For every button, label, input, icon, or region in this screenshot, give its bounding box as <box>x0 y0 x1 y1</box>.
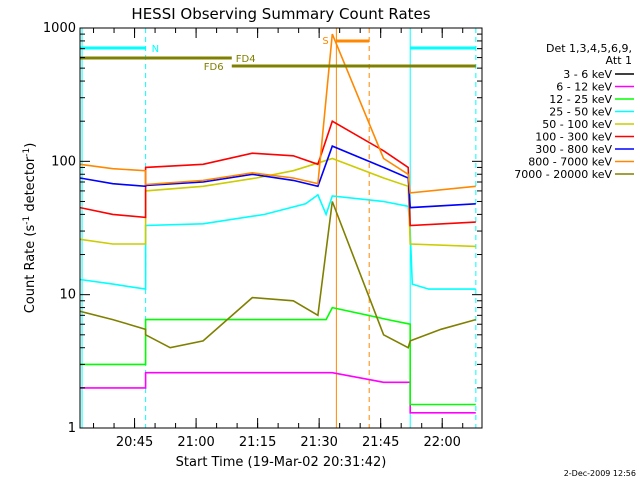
legend-label-3: 25 - 50 keV <box>549 106 612 119</box>
x-tick-label-5: 22:00 <box>423 435 460 450</box>
y-tick-label-2: 100 <box>51 154 76 169</box>
flag-bars: N FD4 FD6 S <box>80 36 476 73</box>
legend-title-0: Det 1,3,4,5,6,9, <box>546 42 632 55</box>
x-tick-label-1: 21:00 <box>177 435 214 450</box>
flag-label-s: S <box>322 36 328 47</box>
y-tick-label-0: 1 <box>68 421 76 436</box>
y-axis-label: Count Rate (s-1 detector-1) <box>22 143 38 314</box>
flag-label-fd6: FD6 <box>204 62 224 73</box>
x-axis: 20:45 21:00 21:15 21:30 21:45 22:00 <box>93 28 464 450</box>
y-axis-label-mid: detector <box>23 156 38 216</box>
flag-label-n: N <box>152 44 159 55</box>
legend-label-6: 300 - 800 keV <box>535 143 612 156</box>
legend-label-2: 12 - 25 keV <box>549 93 612 106</box>
legend-label-1: 6 - 12 keV <box>556 81 612 94</box>
footer-date: 2-Dec-2009 12:56 <box>564 469 636 478</box>
y-axis-label-main: Count Rate (s <box>23 225 38 314</box>
legend-label-4: 50 - 100 keV <box>542 118 612 131</box>
series-lines <box>80 33 477 414</box>
data-gap <box>337 48 369 428</box>
legend-label-0: 3 - 6 keV <box>563 68 612 81</box>
y-axis: 1 10 100 1000 <box>43 21 482 436</box>
x-tick-label-4: 21:45 <box>362 435 399 450</box>
chart-title: HESSI Observing Summary Count Rates <box>131 5 430 23</box>
y-axis-label-sup2: -1 <box>22 148 32 157</box>
series-3-segment-0 <box>80 193 476 291</box>
y-tick-label-1: 10 <box>59 288 76 303</box>
x-tick-label-0: 20:45 <box>116 435 153 450</box>
x-axis-label: Start Time (19-Mar-02 20:31:42) <box>176 455 387 470</box>
y-tick-label-3: 1000 <box>43 21 76 36</box>
y-axis-label-end: ) <box>23 143 38 148</box>
plot-frame <box>79 27 483 429</box>
legend-label-5: 100 - 300 keV <box>535 131 612 144</box>
series-7-segment-0 <box>80 33 476 194</box>
series-8-segment-0 <box>80 201 477 349</box>
legend-title-1: Att 1 <box>606 54 632 67</box>
flag-label-fd4: FD4 <box>236 54 256 65</box>
x-tick-label-2: 21:15 <box>239 435 276 450</box>
legend-label-8: 7000 - 20000 keV <box>514 168 612 181</box>
series-5-segment-0 <box>80 120 476 227</box>
legend-label-7: 800 - 7000 keV <box>528 156 612 169</box>
x-tick-label-3: 21:30 <box>300 435 337 450</box>
y-axis-label-sup1: -1 <box>22 216 32 225</box>
